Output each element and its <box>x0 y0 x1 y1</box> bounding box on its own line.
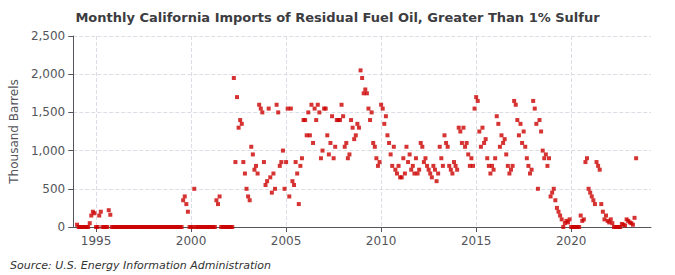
svg-text:2,500: 2,500 <box>31 29 65 43</box>
svg-text:1,500: 1,500 <box>31 105 65 119</box>
svg-text:2010: 2010 <box>366 234 397 248</box>
svg-text:0: 0 <box>58 220 66 234</box>
svg-text:Thousand Barrels: Thousand Barrels <box>7 79 21 184</box>
svg-text:Source: U.S. Energy Informatio: Source: U.S. Energy Information Administ… <box>10 259 271 272</box>
svg-text:Monthly California Imports of: Monthly California Imports of Residual F… <box>75 10 600 25</box>
svg-text:1995: 1995 <box>81 234 112 248</box>
svg-text:1,000: 1,000 <box>31 144 65 158</box>
svg-text:2015: 2015 <box>461 234 492 248</box>
svg-text:2005: 2005 <box>271 234 302 248</box>
svg-text:500: 500 <box>42 182 65 196</box>
svg-text:2000: 2000 <box>176 234 207 248</box>
svg-text:2020: 2020 <box>556 234 587 248</box>
svg-text:2,000: 2,000 <box>31 67 65 81</box>
